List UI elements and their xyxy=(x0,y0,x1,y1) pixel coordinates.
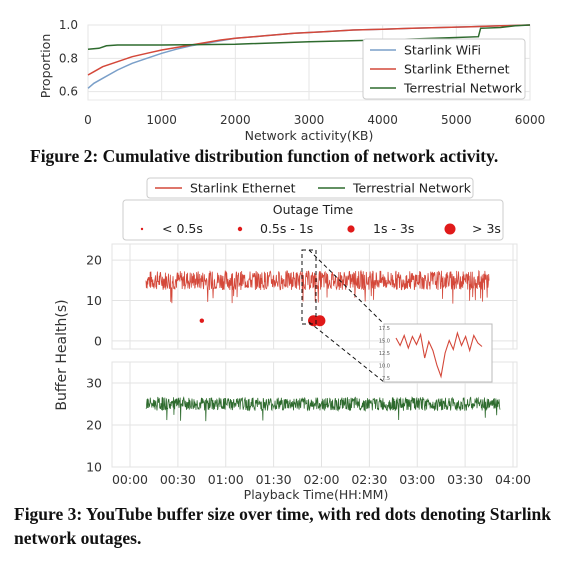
outage-legend-box xyxy=(122,199,504,241)
x-tick-label: 02:30 xyxy=(351,472,387,487)
series-line xyxy=(145,269,490,304)
starlink-grid xyxy=(112,244,517,349)
zoom-line-2 xyxy=(308,321,385,383)
y-axis-label: Buffer Health(s) xyxy=(54,299,70,410)
outage-legend-title: Outage Time xyxy=(273,202,354,217)
terrestrial-y-ticks: 10 20 30 xyxy=(86,376,102,475)
inset-tick-label: 10.0 xyxy=(379,364,390,370)
outage-marker-s xyxy=(237,226,243,232)
figure-3-caption: Figure 3: YouTube buffer size over time,… xyxy=(14,504,552,548)
outage-marker-l xyxy=(444,223,456,235)
figure-2-caption: Figure 2: Cumulative distribution functi… xyxy=(30,146,499,166)
y-tick-label: 0.6 xyxy=(59,85,78,99)
buffer-health-chart: Starlink Ethernet Terrestrial Network Ou… xyxy=(54,177,531,502)
y-tick-label: 30 xyxy=(86,376,102,391)
legend-label: Terrestrial Network xyxy=(403,81,523,96)
x-axis-label: Playback Time(HH:MM) xyxy=(244,487,389,502)
x-tick-label: 00:00 xyxy=(112,472,148,487)
inset-tick-label: 7.5 xyxy=(382,376,390,382)
x-tick-label: 5000 xyxy=(441,113,472,127)
outage-label-xs: < 0.5s xyxy=(162,221,203,236)
inset-tick-label: 12.5 xyxy=(379,351,390,357)
x-tick-label: 02:00 xyxy=(303,472,339,487)
legend-box xyxy=(362,38,526,100)
x-tick-label: 2000 xyxy=(220,113,251,127)
series-lines xyxy=(87,24,531,89)
x-tick-label: 3000 xyxy=(294,113,325,127)
legend-label: Starlink Ethernet xyxy=(404,62,510,77)
outage-label-l: > 3s xyxy=(472,221,501,236)
x-tick-label: 1000 xyxy=(146,113,177,127)
x-tick-label: 01:00 xyxy=(208,472,244,487)
outage-dot xyxy=(199,318,205,323)
y-tick-label: 10 xyxy=(86,460,102,475)
outage-marker-xs xyxy=(140,227,144,231)
x-tick-label: 03:00 xyxy=(399,472,435,487)
x-tick-label: 01:30 xyxy=(256,472,292,487)
outage-dot xyxy=(314,315,326,327)
series-legend-box xyxy=(146,177,474,199)
series-line xyxy=(87,24,531,50)
y-tick-label: 1.0 xyxy=(59,18,78,32)
x-tick-label: 03:30 xyxy=(447,472,483,487)
y-axis-label: Proportion xyxy=(38,34,53,99)
legend: Starlink WiFi Starlink Ethernet Terrestria… xyxy=(362,38,526,100)
legend-label-terrestrial: Terrestrial Network xyxy=(352,181,472,196)
cdf-chart: 0 1000 2000 3000 4000 5000 6000 0.6 0.8 1.0 Netw… xyxy=(38,18,545,143)
legend-label-starlink: Starlink Ethernet xyxy=(190,181,296,196)
inset-y-ticks: 17.5 15.0 12.5 10.0 7.5 xyxy=(379,326,390,382)
outage-label-m: 1s - 3s xyxy=(373,221,414,236)
series-legend: Starlink Ethernet Terrestrial Network xyxy=(146,177,474,199)
zoom-marker-box xyxy=(301,249,317,325)
terrestrial-series xyxy=(145,396,501,422)
inset-series-line xyxy=(395,331,483,379)
y-tick-label: 20 xyxy=(86,253,102,268)
inset-box xyxy=(383,323,493,383)
x-tick-label: 04:00 xyxy=(495,472,531,487)
inset-tick-label: 15.0 xyxy=(379,339,390,345)
y-tick-label: 10 xyxy=(86,293,102,308)
y-tick-label: 0 xyxy=(94,333,102,348)
outage-legend: Outage Time < 0.5s 0.5s - 1s 1s - 3s > 3… xyxy=(122,199,504,241)
zoom-line-1 xyxy=(308,249,385,325)
outage-marker-m xyxy=(347,225,355,233)
series-line xyxy=(87,24,531,76)
x-axis-label: Network activity(KB) xyxy=(245,128,374,143)
starlink-y-ticks: 0 10 20 xyxy=(86,253,102,349)
x-tick-label: 6000 xyxy=(515,113,546,127)
zoom-inset: 17.5 15.0 12.5 10.0 7.5 xyxy=(301,249,493,383)
inset-tick-label: 17.5 xyxy=(379,326,390,332)
outage-label-s: 0.5s - 1s xyxy=(260,221,313,236)
y-tick-label: 0.8 xyxy=(59,51,78,65)
x-tick-label: 0 xyxy=(84,113,92,127)
x-tick-label: 00:30 xyxy=(160,472,196,487)
x-tick-labels: 0 1000 2000 3000 4000 5000 6000 xyxy=(84,113,545,127)
x-tick-label: 4000 xyxy=(367,113,398,127)
x-tick-labels: 00:00 00:30 01:00 01:30 02:00 02:30 03:00 03:30… xyxy=(112,472,531,487)
starlink-series xyxy=(145,269,490,304)
y-tick-label: 20 xyxy=(86,418,102,433)
series-line xyxy=(145,396,501,422)
legend-label: Starlink WiFi xyxy=(404,43,481,58)
y-tick-labels: 0.6 0.8 1.0 xyxy=(59,18,78,99)
